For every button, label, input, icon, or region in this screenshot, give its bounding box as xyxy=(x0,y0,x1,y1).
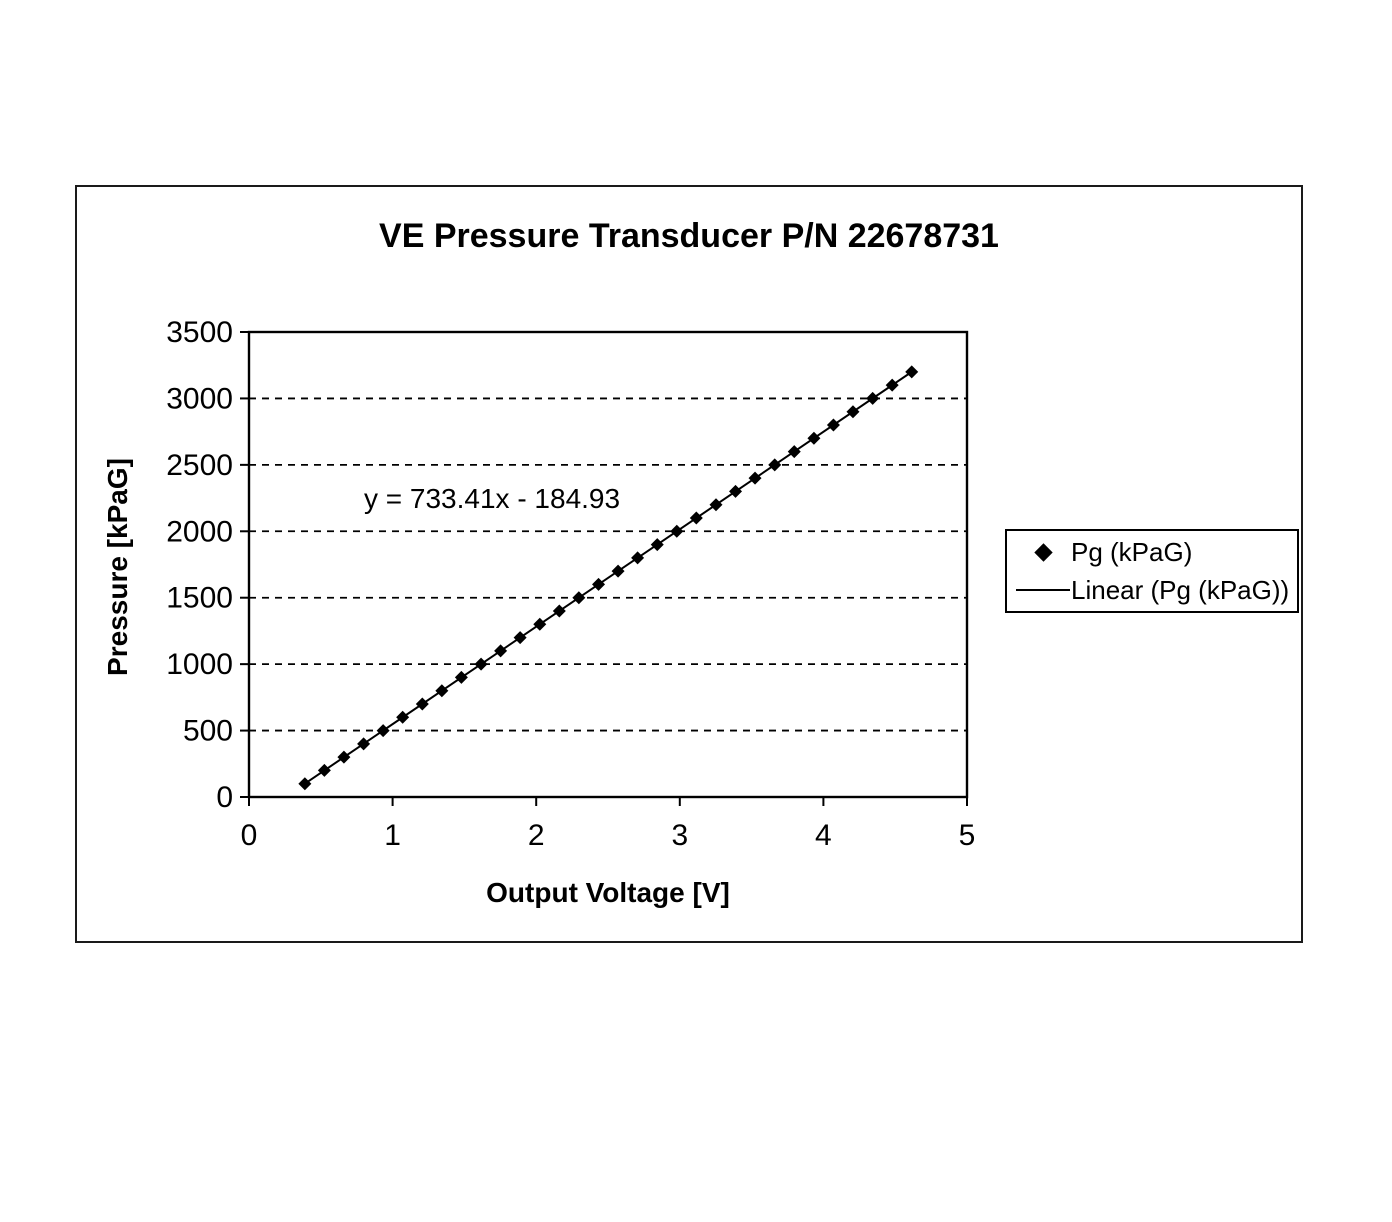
data-point xyxy=(376,724,390,738)
y-tick-label: 0 xyxy=(216,781,233,814)
y-tick-label: 500 xyxy=(183,715,233,748)
data-point xyxy=(533,617,547,631)
data-point xyxy=(611,564,625,578)
x-tick-label: 3 xyxy=(671,819,688,852)
trendline-equation: y = 733.41x - 184.93 xyxy=(364,483,621,514)
data-point xyxy=(592,577,606,591)
chart-figure: VE Pressure Transducer P/N 22678731 0 1 2 3… xyxy=(75,185,1303,943)
data-point xyxy=(670,524,684,538)
plot-border xyxy=(247,330,969,799)
y-tick-label: 3000 xyxy=(166,382,233,415)
data-point xyxy=(513,631,527,645)
diamond-marker-icon xyxy=(1015,542,1071,562)
plot-area: 0 1 2 3 4 5 0 500 1000 1500 2000 2500 3000 3500 xyxy=(166,316,976,852)
y-tick-label: 1500 xyxy=(166,582,233,615)
legend-item-series: Pg (kPaG) xyxy=(1007,533,1297,571)
y-tick-label: 2500 xyxy=(166,449,233,482)
y-tick-label: 1000 xyxy=(166,648,233,681)
data-point xyxy=(494,644,508,658)
data-point xyxy=(317,763,331,777)
data-point xyxy=(748,471,762,485)
legend-label-series: Pg (kPaG) xyxy=(1071,536,1193,567)
x-tick-label: 5 xyxy=(959,819,976,852)
data-point xyxy=(415,697,429,711)
x-tick-label: 2 xyxy=(528,819,545,852)
y-axis-label: Pressure [kPaG] xyxy=(102,458,133,676)
x-tick-label: 0 xyxy=(241,819,258,852)
data-point xyxy=(709,498,723,512)
data-point xyxy=(905,365,919,379)
x-tick-label: 1 xyxy=(384,819,401,852)
data-point xyxy=(572,591,586,605)
chart-title: VE Pressure Transducer P/N 22678731 xyxy=(379,217,999,255)
data-point xyxy=(357,737,371,751)
y-tick-label: 3500 xyxy=(166,316,233,349)
trendline xyxy=(304,371,913,785)
data-point xyxy=(885,378,899,392)
y-tick-label: 2000 xyxy=(166,515,233,548)
data-point xyxy=(435,684,449,698)
x-axis-label: Output Voltage [V] xyxy=(486,877,730,908)
data-point xyxy=(474,657,488,671)
data-point xyxy=(689,511,703,525)
x-tick-label: 4 xyxy=(815,819,832,852)
data-point xyxy=(787,445,801,459)
legend: Pg (kPaG) Linear (Pg (kPaG)) xyxy=(1005,529,1299,613)
data-point xyxy=(807,431,821,445)
line-marker-icon xyxy=(1015,589,1071,591)
legend-item-trendline: Linear (Pg (kPaG)) xyxy=(1007,571,1297,609)
data-point xyxy=(866,391,880,405)
data-point xyxy=(396,710,410,724)
legend-label-trendline: Linear (Pg (kPaG)) xyxy=(1071,574,1290,605)
data-point xyxy=(631,551,645,565)
data-point xyxy=(454,670,468,684)
data-point xyxy=(337,750,351,764)
data-point xyxy=(826,418,840,432)
data-point xyxy=(298,777,312,791)
data-point xyxy=(768,458,782,472)
data-point xyxy=(552,604,566,618)
data-point xyxy=(729,484,743,498)
data-point xyxy=(846,405,860,419)
data-point xyxy=(650,538,664,552)
